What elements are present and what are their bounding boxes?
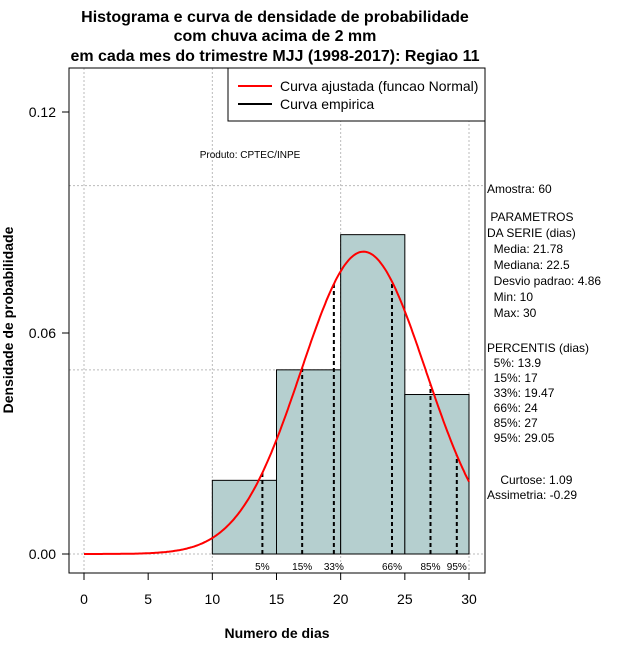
x-axis-label: Numero de dias: [224, 625, 329, 641]
percentile-lines: 5% 15% 33% 66% 85% 95%: [255, 281, 467, 573]
x-tick-label: 5: [144, 591, 152, 607]
x-tick-label: 0: [80, 591, 88, 607]
stats-line: Max: 30: [487, 306, 537, 320]
stats-line: PARAMETROS: [487, 210, 573, 224]
stats-line: DA SERIE (dias): [487, 226, 576, 240]
y-tick-label: 0.12: [29, 104, 56, 120]
legend-box: [227, 67, 486, 122]
normal-curve: [84, 250, 470, 555]
stats-line: Amostra: 60: [487, 182, 552, 196]
y-tick-label: 0.06: [29, 325, 56, 341]
percentile-label: 85%: [420, 562, 440, 573]
legend: Curva ajustada (funcao Normal) Curva emp…: [227, 67, 486, 122]
histogram-bars: [211, 234, 470, 555]
y-axis: 0.00 0.06 0.12: [29, 104, 69, 562]
legend-label-empirical: Curva empirica: [280, 96, 374, 112]
x-tick-label: 30: [461, 591, 477, 607]
chart-title-line-2: com chuva acima de 2 mm: [174, 28, 377, 45]
y-axis-label: Densidade de probabilidade: [0, 226, 16, 413]
x-tick-label: 25: [397, 591, 413, 607]
stats-line: Desvio padrao: 4.86: [487, 274, 601, 288]
statistics-panel: Amostra: 60 PARAMETROS DA SERIE (dias) Me…: [487, 182, 601, 502]
stats-line: 33%: 19.47: [487, 386, 555, 400]
y-tick-label: 0.00: [29, 546, 56, 562]
stats-line: 15%: 17: [487, 371, 538, 385]
stats-line: Assimetria: -0.29: [487, 488, 577, 502]
x-tick-label: 10: [205, 591, 221, 607]
stats-line: Curtose: 1.09: [487, 473, 573, 487]
product-annotation: Produto: CPTEC/INPE: [200, 150, 301, 161]
chart-title-line-1: Histograma e curva de densidade de proba…: [81, 9, 469, 26]
histogram-bar: [404, 394, 470, 555]
percentile-label: 5%: [255, 562, 270, 573]
percentile-label: 66%: [382, 562, 402, 573]
stats-line: 5%: 13.9: [487, 356, 541, 370]
legend-label-normal: Curva ajustada (funcao Normal): [280, 78, 478, 94]
histogram-bar: [340, 234, 406, 555]
chart-title-line-3: em cada mes do trimestre MJJ (1998-2017)…: [70, 48, 479, 65]
stats-line: Media: 21.78: [487, 242, 563, 256]
stats-line: PERCENTIS (dias): [487, 341, 589, 355]
stats-line: Mediana: 22.5: [487, 258, 570, 272]
stats-line: Min: 10: [487, 290, 533, 304]
stats-line: 66%: 24: [487, 401, 538, 415]
stats-line: 85%: 27: [487, 416, 538, 430]
percentile-label: 33%: [324, 562, 344, 573]
histogram-bar: [276, 369, 342, 555]
histogram-bar: [211, 479, 277, 555]
x-axis: 0 5 10 15 20 25 30: [80, 572, 477, 607]
x-tick-label: 20: [333, 591, 349, 607]
stats-line: 95%: 29.05: [487, 431, 555, 445]
percentile-label: 15%: [292, 562, 312, 573]
x-tick-label: 15: [269, 591, 285, 607]
percentile-label: 95%: [447, 562, 467, 573]
